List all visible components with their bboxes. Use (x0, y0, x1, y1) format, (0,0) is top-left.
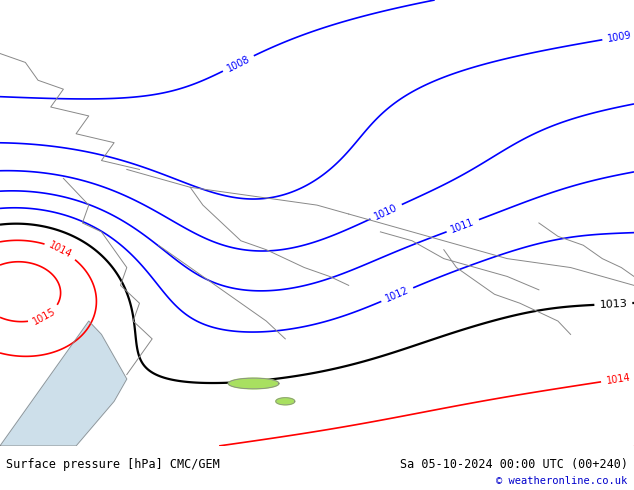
Text: 1011: 1011 (450, 217, 476, 235)
Text: 1013: 1013 (599, 298, 628, 310)
Text: Surface pressure [hPa] CMC/GEM: Surface pressure [hPa] CMC/GEM (6, 458, 220, 471)
Text: 1015: 1015 (31, 306, 58, 326)
Text: 1012: 1012 (384, 285, 411, 304)
Text: 1009: 1009 (607, 30, 632, 44)
Polygon shape (228, 378, 279, 389)
Text: 1008: 1008 (225, 53, 252, 74)
Polygon shape (0, 321, 127, 446)
Text: Sa 05-10-2024 00:00 UTC (00+240): Sa 05-10-2024 00:00 UTC (00+240) (399, 458, 628, 471)
Text: 1010: 1010 (373, 202, 399, 221)
Text: 1014: 1014 (48, 240, 74, 260)
Text: © weatheronline.co.uk: © weatheronline.co.uk (496, 476, 628, 487)
Polygon shape (276, 398, 295, 405)
Text: 1014: 1014 (605, 372, 631, 386)
